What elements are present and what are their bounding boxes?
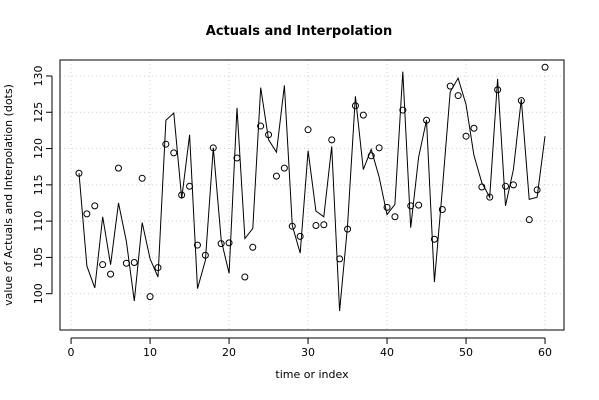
data-point xyxy=(107,270,115,278)
data-point xyxy=(438,206,446,214)
data-point xyxy=(75,169,83,177)
plot-frame xyxy=(59,59,565,331)
data-point xyxy=(517,97,525,105)
data-point xyxy=(509,181,517,189)
data-point xyxy=(494,86,502,94)
x-tick-label: 60 xyxy=(538,346,552,359)
data-point xyxy=(280,164,288,172)
y-tick-label: 125 xyxy=(32,102,45,123)
data-point xyxy=(265,131,273,139)
y-tick-label: 115 xyxy=(32,174,45,195)
data-point xyxy=(304,126,312,134)
data-point xyxy=(130,259,138,266)
data-point xyxy=(209,144,217,152)
data-point xyxy=(320,221,328,229)
x-tick-label: 30 xyxy=(301,346,315,359)
data-point xyxy=(186,182,194,190)
data-point xyxy=(233,154,241,162)
data-point xyxy=(446,82,454,90)
y-tick-label: 105 xyxy=(32,247,45,268)
data-point xyxy=(486,193,494,201)
data-point xyxy=(114,164,122,172)
data-point xyxy=(383,203,391,211)
actuals-series xyxy=(75,63,549,301)
interpolation-series xyxy=(78,71,546,312)
data-point xyxy=(178,191,186,199)
data-point xyxy=(99,261,107,269)
data-point xyxy=(525,216,533,224)
data-point xyxy=(257,122,265,130)
data-point xyxy=(407,202,415,210)
y-tick-label: 120 xyxy=(32,138,45,159)
data-point xyxy=(454,92,462,100)
data-point xyxy=(225,239,233,247)
data-point xyxy=(241,273,249,281)
data-point xyxy=(83,210,91,218)
y-tick-label: 100 xyxy=(32,283,45,304)
data-point xyxy=(312,221,320,229)
data-point xyxy=(391,213,399,221)
data-point xyxy=(146,293,154,301)
x-axis-label: time or index xyxy=(275,368,349,381)
data-point xyxy=(138,174,146,182)
data-point xyxy=(502,182,510,190)
data-point xyxy=(351,102,359,110)
chart-title: Actuals and Interpolation xyxy=(206,24,392,39)
x-tick-label: 40 xyxy=(380,346,394,359)
data-point xyxy=(154,264,162,272)
data-point xyxy=(336,255,344,263)
data-point xyxy=(288,222,296,230)
x-tick-label: 20 xyxy=(222,346,236,359)
data-point xyxy=(344,225,352,233)
interpolation-line xyxy=(78,71,546,312)
data-point xyxy=(272,172,280,180)
data-point xyxy=(193,241,201,249)
data-point xyxy=(430,235,438,243)
data-point xyxy=(91,202,99,210)
data-point xyxy=(399,106,407,114)
x-tick-label: 10 xyxy=(143,346,157,359)
x-tick-label: 0 xyxy=(68,346,75,359)
data-point xyxy=(415,201,423,209)
data-point xyxy=(462,132,470,140)
data-point xyxy=(533,186,541,194)
data-point xyxy=(375,144,383,152)
data-point xyxy=(470,124,478,132)
data-point xyxy=(296,232,304,240)
data-point xyxy=(249,243,257,251)
x-tick-label: 50 xyxy=(459,346,473,359)
data-point xyxy=(217,240,225,248)
data-point xyxy=(367,152,375,160)
data-point xyxy=(328,136,336,144)
y-tick-label: 110 xyxy=(32,211,45,232)
data-point xyxy=(122,259,130,267)
y-axis-label: value of Actuals and Interpolation (dots… xyxy=(2,84,15,306)
data-point xyxy=(170,149,178,157)
axes: 0 10 20 30 40 50 60 100 105 110 115 120 125 130 xyxy=(32,65,552,359)
data-point xyxy=(541,63,549,71)
y-tick-label: 130 xyxy=(32,65,45,86)
data-point xyxy=(359,111,367,119)
data-point xyxy=(423,116,431,124)
data-point xyxy=(162,140,170,148)
data-point xyxy=(201,251,209,259)
data-point xyxy=(478,183,486,191)
